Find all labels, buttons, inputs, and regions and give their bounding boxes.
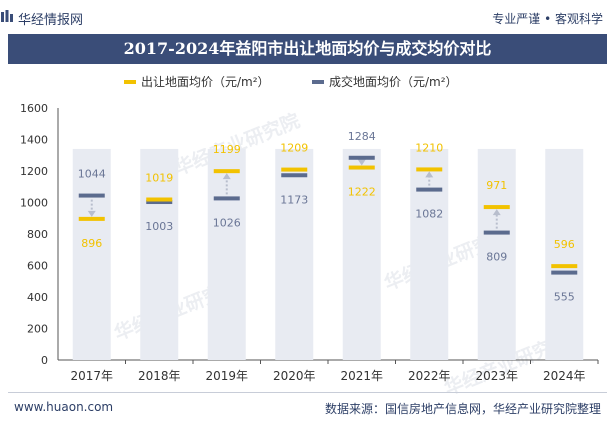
background-column [342, 148, 381, 360]
supply-data-label: 1210 [415, 141, 443, 154]
deal-data-label: 1003 [145, 220, 173, 233]
title-bar: 2017-2024年益阳市出让地面均价与成交均价对比 [8, 34, 607, 64]
deal-data-label: 809 [486, 251, 507, 264]
brand-name: 华经情报网 [18, 13, 84, 28]
legend-supply-label: 出让地面均价（元/m²） [141, 75, 270, 89]
supply-data-label: 1019 [145, 172, 173, 185]
background-column [72, 148, 111, 360]
tagline: 专业严谨 • 客观科学 [492, 12, 603, 26]
y-tick-label: 200 [27, 323, 48, 336]
supply-data-label: 1209 [280, 142, 308, 155]
supply-marker [416, 167, 443, 172]
supply-data-label: 596 [554, 238, 575, 251]
change-arrow-head [87, 210, 96, 217]
supply-data-label: 1199 [213, 143, 241, 156]
y-tick-label: 1600 [20, 102, 48, 115]
x-tick-label: 2018年 [138, 369, 181, 383]
deal-data-label: 1082 [415, 208, 443, 221]
footer-website[interactable]: www.huaon.com [14, 400, 114, 414]
supply-marker [348, 165, 375, 170]
deal-marker [348, 155, 375, 160]
background-column [545, 148, 584, 360]
supply-data-label: 971 [486, 179, 507, 192]
header-bar: 华经情报网 专业严谨 • 客观科学 [0, 0, 615, 34]
x-tick-label: 2017年 [70, 369, 113, 383]
y-tick-label: 0 [41, 354, 48, 367]
supply-marker [483, 205, 510, 210]
x-tick-label: 2022年 [408, 369, 451, 383]
change-arrow-head [222, 173, 231, 180]
supply-marker [78, 216, 105, 221]
deal-data-label: 555 [554, 291, 575, 304]
legend-deal-swatch [312, 80, 324, 84]
deal-data-label: 1044 [78, 168, 106, 181]
change-arrow-head [492, 209, 501, 216]
deal-marker [483, 230, 510, 235]
supply-marker [551, 264, 578, 269]
x-tick-label: 2020年 [273, 369, 316, 383]
deal-marker [78, 193, 105, 198]
deal-data-label: 1026 [213, 216, 241, 229]
supply-data-label: 1222 [348, 186, 376, 199]
deal-marker [213, 196, 240, 201]
change-arrow-head [425, 171, 434, 178]
deal-marker [146, 200, 173, 205]
footer-divider [8, 392, 607, 393]
deal-marker [281, 173, 308, 178]
deal-data-label: 1173 [280, 193, 308, 206]
background-column [275, 148, 314, 360]
supply-marker [146, 197, 173, 202]
background-column [207, 148, 246, 360]
x-tick-label: 2019年 [205, 369, 248, 383]
y-tick-label: 1400 [20, 134, 48, 147]
deal-data-label: 1284 [348, 130, 376, 143]
supply-data-label: 896 [81, 237, 102, 250]
deal-marker [551, 270, 578, 275]
chart-title: 2017-2024年益阳市出让地面均价与成交均价对比 [123, 39, 492, 58]
y-tick-label: 400 [27, 291, 48, 304]
footer-source: 数据来源：国信房地产信息网，华经产业研究院整理 [324, 402, 601, 416]
y-tick-label: 1200 [20, 165, 48, 178]
logo-icon [1, 10, 13, 22]
x-tick-label: 2023年 [475, 369, 518, 383]
background-column [140, 148, 179, 360]
y-tick-label: 1000 [20, 197, 48, 210]
deal-marker [416, 187, 443, 192]
legend-deal-label: 成交地面均价（元/m²） [329, 74, 458, 89]
y-tick-label: 800 [27, 228, 48, 241]
y-tick-label: 600 [27, 260, 48, 273]
legend-supply-swatch [124, 80, 136, 84]
x-tick-label: 2021年 [340, 369, 383, 383]
supply-marker [281, 167, 308, 172]
x-tick-label: 2024年 [543, 369, 586, 383]
supply-marker [213, 169, 240, 174]
chart-area: 出让地面均价（元/m²） 成交地面均价（元/m²） 0 200 400 600 800 100… [20, 74, 599, 383]
change-arrow-head [357, 159, 366, 166]
background-column [477, 148, 516, 360]
